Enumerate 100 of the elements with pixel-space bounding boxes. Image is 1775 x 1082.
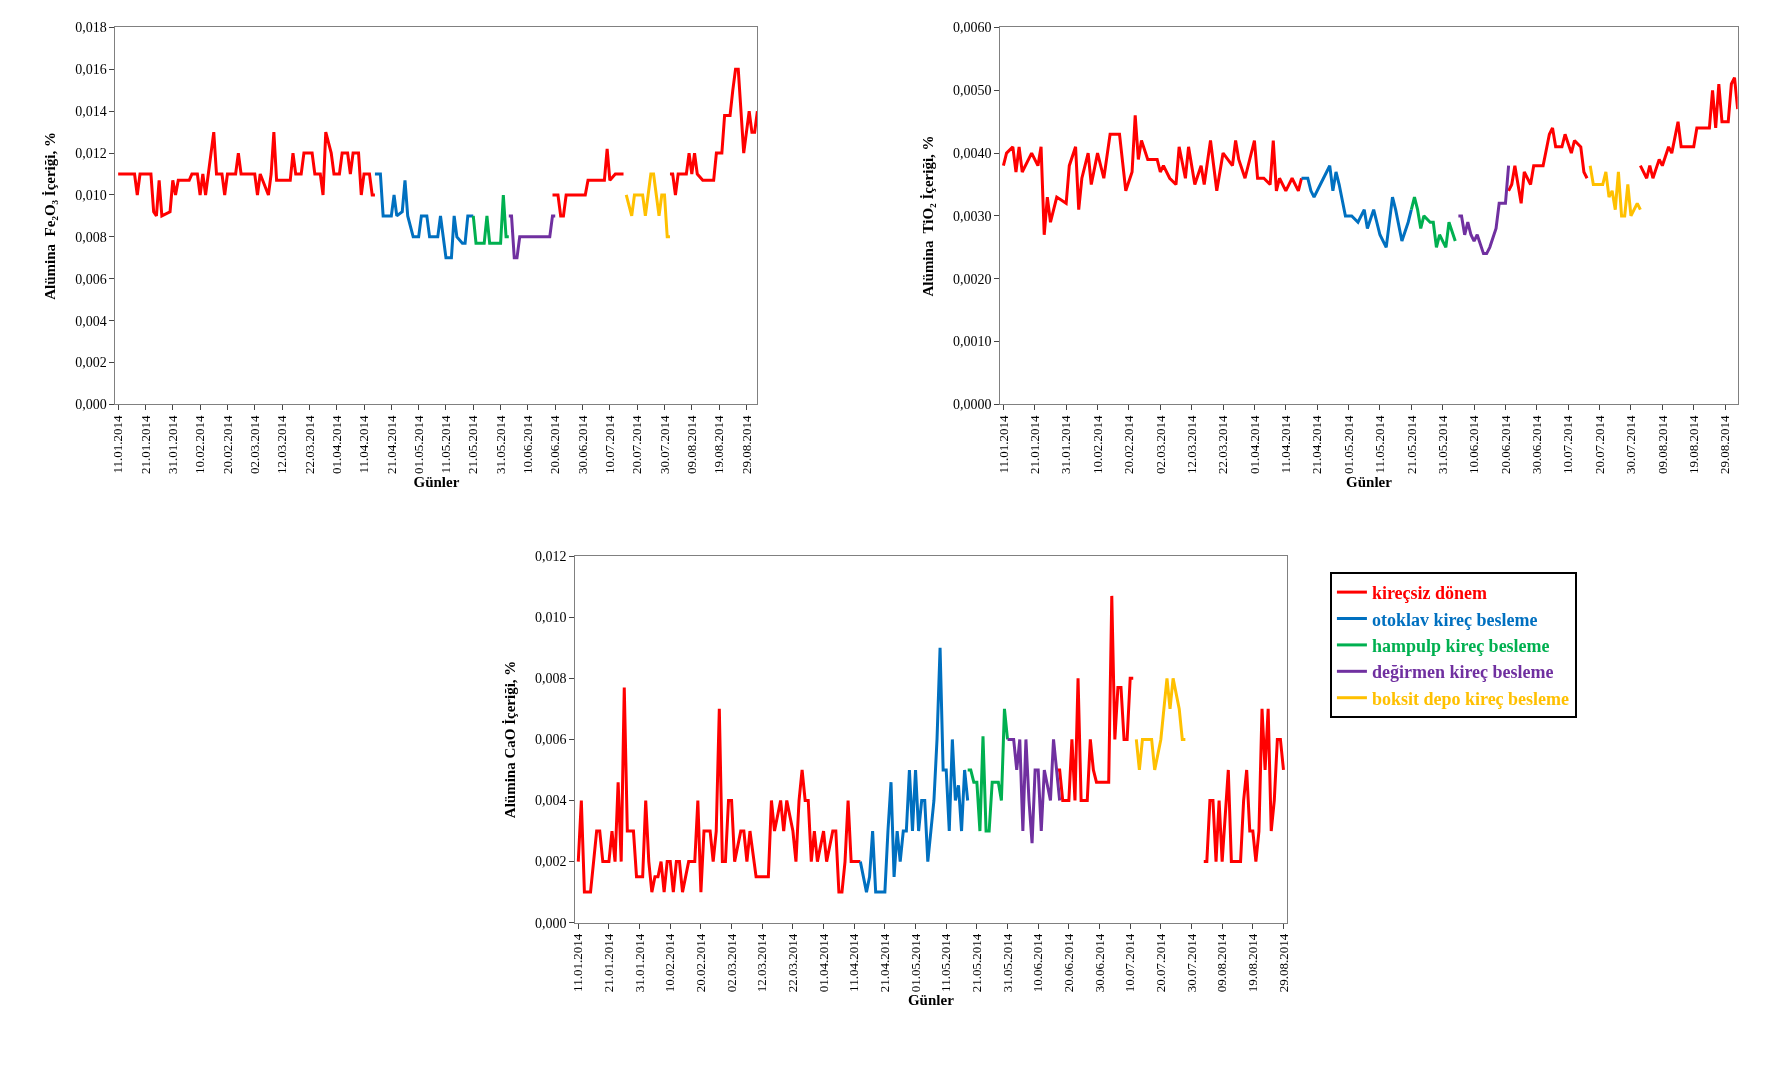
y-tick-label: 0,0060 (952, 20, 992, 36)
x-tick-label: 01.04.2014 (815, 933, 831, 993)
x-tick-label: 22.03.2014 (1215, 415, 1231, 475)
y-tick-label: 0,010 (75, 187, 107, 203)
legend-label: hampulp kireç besleme (1371, 635, 1550, 656)
x-tick-label: 29.08.2014 (738, 415, 754, 475)
y-tick-label: 0,0010 (952, 334, 992, 350)
y-tick-label: 0,0050 (952, 83, 992, 99)
x-tick-label: 09.08.2014 (1214, 933, 1230, 993)
x-tick-label: 10.06.2014 (520, 415, 536, 475)
line-series (1456, 164, 1511, 256)
x-tick-label: 20.02.2014 (219, 415, 235, 475)
y-tick-label: 0,004 (534, 793, 567, 809)
y-tick-label: 0,0000 (952, 397, 992, 413)
x-tick-label: 30.07.2014 (656, 415, 672, 475)
x-tick-label: 21.05.2014 (969, 933, 985, 993)
x-tick-label: 12.03.2014 (1183, 415, 1199, 475)
x-tick-label: 19.08.2014 (1685, 415, 1701, 475)
y-axis-title: Alümina TiO₂ İçeriği, % (920, 135, 937, 297)
x-tick-label: 12.03.2014 (754, 933, 770, 993)
x-tick-label: 01.04.2014 (328, 415, 344, 475)
y-tick-label: 0,008 (75, 229, 107, 245)
x-tick-label: 21.05.2014 (1403, 415, 1419, 475)
x-tick-label: 20.02.2014 (1121, 415, 1137, 475)
x-tick-label: 21.01.2014 (137, 415, 153, 475)
x-tick-label: 21.05.2014 (465, 415, 481, 475)
y-axis-title: Alümina Fe₂O₃ İçeriği, % (42, 132, 59, 300)
x-tick-label: 01.05.2014 (1340, 415, 1356, 475)
x-tick-label: 30.06.2014 (1091, 933, 1107, 993)
x-tick-label: 20.07.2014 (1591, 415, 1607, 475)
x-tick-label: 10.02.2014 (192, 415, 208, 475)
x-tick-label: 01.05.2014 (907, 933, 923, 993)
y-tick-label: 0,0030 (952, 208, 992, 224)
x-tick-label: 11.04.2014 (1278, 415, 1294, 474)
x-tick-label: 02.03.2014 (246, 415, 262, 475)
x-tick-label: 10.02.2014 (662, 933, 678, 993)
x-tick-label: 31.05.2014 (492, 415, 508, 475)
x-tick-label: 31.01.2014 (631, 933, 647, 993)
x-tick-label: 11.04.2014 (846, 933, 862, 992)
x-tick-label: 29.08.2014 (1275, 933, 1291, 993)
y-axis-title: Alümina CaO İçeriği, % (502, 660, 519, 819)
x-tick-label: 02.03.2014 (723, 933, 739, 993)
line-series (1588, 164, 1642, 218)
x-tick-label: 29.08.2014 (1717, 415, 1733, 475)
x-axis-title: Günler (413, 474, 460, 491)
x-tick-label: 22.03.2014 (785, 933, 801, 993)
x-tick-label: 20.06.2014 (1497, 415, 1513, 475)
x-tick-label: 30.06.2014 (574, 415, 590, 475)
x-tick-label: 19.08.2014 (711, 415, 727, 475)
legend-label: boksit depo kireç besleme (1371, 688, 1570, 709)
x-tick-label: 20.07.2014 (1153, 933, 1169, 993)
x-tick-label: 11.05.2014 (938, 933, 954, 992)
x-tick-label: 21.04.2014 (877, 933, 893, 993)
line-series (1006, 737, 1062, 845)
y-tick-label: 0,014 (75, 104, 107, 120)
x-tick-label: 31.05.2014 (999, 933, 1015, 993)
x-tick-label: 11.01.2014 (110, 415, 126, 474)
x-tick-label: 20.06.2014 (1061, 933, 1077, 993)
x-tick-label: 21.01.2014 (601, 933, 617, 993)
line-series (1134, 676, 1187, 772)
x-tick-label: 12.03.2014 (274, 415, 290, 475)
y-tick-label: 0,000 (534, 915, 567, 931)
y-tick-label: 0,000 (75, 397, 107, 413)
x-tick-label: 31.01.2014 (1058, 415, 1074, 475)
y-tick-label: 0,018 (75, 20, 107, 36)
y-tick-label: 0,008 (534, 671, 567, 687)
x-tick-label: 09.08.2014 (684, 415, 700, 475)
x-tick-label: 30.07.2014 (1623, 415, 1639, 475)
line-series (624, 172, 672, 239)
y-tick-label: 0,012 (75, 146, 107, 162)
x-tick-label: 01.05.2014 (410, 415, 426, 475)
y-tick-label: 0,012 (534, 549, 567, 565)
x-tick-label: 11.05.2014 (438, 415, 454, 474)
x-tick-label: 01.04.2014 (1246, 415, 1262, 475)
y-tick-label: 0,016 (75, 62, 107, 78)
y-tick-label: 0,010 (534, 610, 567, 626)
line-series (373, 172, 475, 260)
line-series (1409, 195, 1457, 249)
x-tick-label: 10.07.2014 (602, 415, 618, 475)
x-tick-label: 10.06.2014 (1466, 415, 1482, 475)
x-tick-label: 20.06.2014 (547, 415, 563, 475)
line-series (1300, 164, 1413, 249)
x-tick-label: 02.03.2014 (1152, 415, 1168, 475)
x-tick-label: 11.05.2014 (1372, 415, 1388, 474)
x-tick-label: 31.01.2014 (165, 415, 181, 475)
x-tick-label: 21.01.2014 (1027, 415, 1043, 475)
y-tick-label: 0,002 (75, 355, 107, 371)
x-tick-label: 11.04.2014 (356, 415, 372, 474)
x-axis-title: Günler (1346, 474, 1393, 491)
x-tick-label: 22.03.2014 (301, 415, 317, 475)
x-tick-label: 21.04.2014 (1309, 415, 1325, 475)
x-tick-label: 10.07.2014 (1122, 933, 1138, 993)
y-tick-label: 0,006 (75, 271, 107, 287)
legend-label: otoklav kireç besleme (1371, 609, 1538, 630)
x-tick-label: 31.05.2014 (1434, 415, 1450, 475)
line-series (858, 646, 970, 894)
x-tick-label: 30.07.2014 (1183, 933, 1199, 993)
x-tick-label: 21.04.2014 (383, 415, 399, 475)
x-tick-label: 11.01.2014 (995, 415, 1011, 474)
line-series (966, 707, 1010, 833)
